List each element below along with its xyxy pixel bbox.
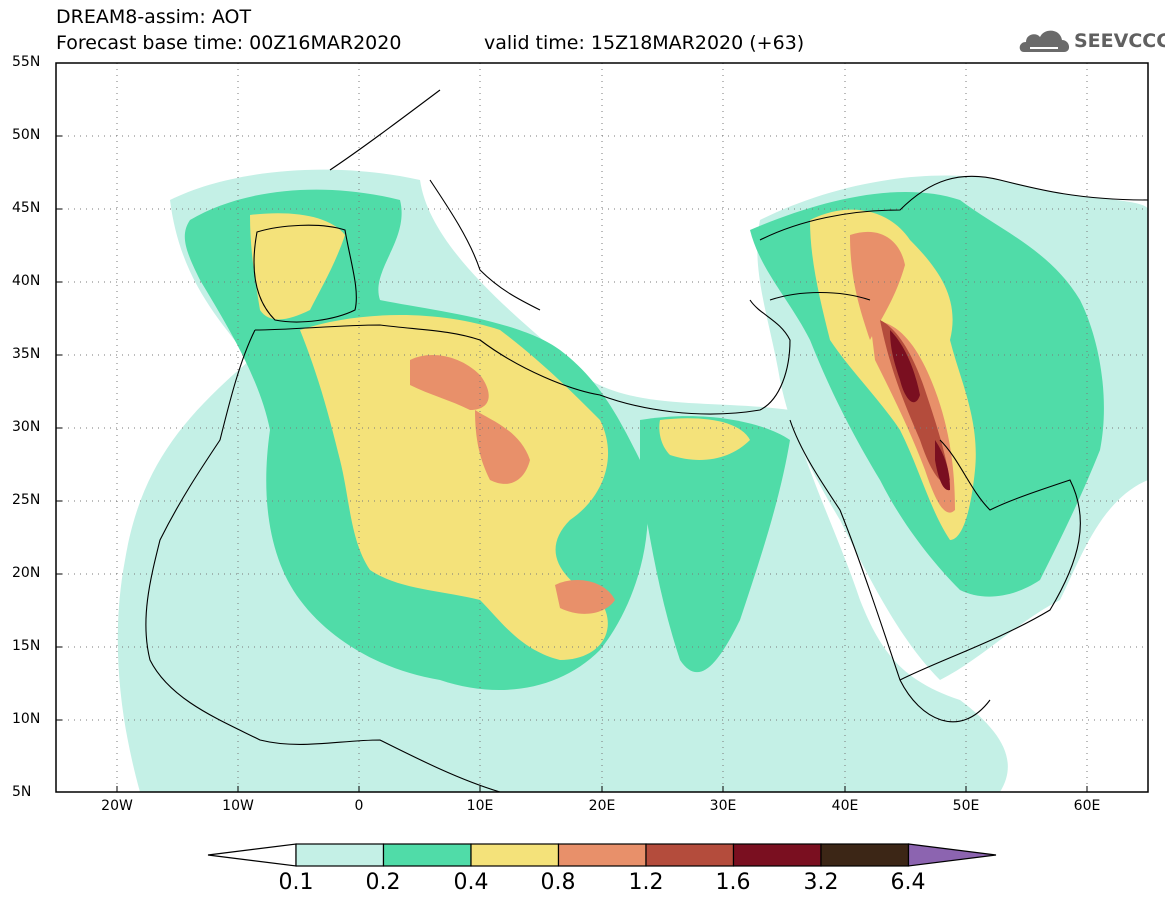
lat-label-20n: 20N bbox=[12, 565, 41, 581]
lon-label-40e: 40E bbox=[831, 798, 859, 814]
colorbar-label: 0.4 bbox=[453, 870, 489, 895]
colorbar-label: 1.6 bbox=[715, 870, 751, 895]
colorbar-label: 0.1 bbox=[278, 870, 314, 895]
colorbar-bin-6 bbox=[732, 843, 822, 867]
lon-label-10w: 10W bbox=[222, 798, 254, 814]
lat-label-35n: 35N bbox=[12, 346, 41, 362]
lon-label-20e: 20E bbox=[588, 798, 616, 814]
lat-label-50n: 50N bbox=[12, 127, 41, 143]
contour-1.6-iraq bbox=[890, 330, 920, 403]
lon-label-0: 0 bbox=[354, 798, 364, 814]
map-title: DREAM8-assim: AOT bbox=[56, 6, 252, 28]
lat-label-10n: 10N bbox=[12, 711, 41, 727]
contour-0.2-egypt bbox=[640, 416, 790, 673]
contour-0.4-egypt bbox=[659, 418, 750, 460]
contour-1.6-kuwait bbox=[935, 440, 950, 491]
lon-label-60e: 60E bbox=[1073, 798, 1101, 814]
lat-label-40n: 40N bbox=[12, 273, 41, 289]
colorbar-bin-2 bbox=[382, 843, 472, 867]
colorbar-bin-5 bbox=[645, 843, 735, 867]
lon-label-10e: 10E bbox=[466, 798, 494, 814]
contour-0.8-iraq bbox=[850, 231, 905, 340]
lon-label-50e: 50E bbox=[952, 798, 980, 814]
lat-label-5n: 5N bbox=[12, 784, 32, 800]
contour-0.8-sahara bbox=[410, 355, 489, 410]
colorbar-label: 1.2 bbox=[628, 870, 664, 895]
valid-time: valid time: 15Z18MAR2020 (+63) bbox=[484, 32, 805, 54]
colorbar-label: 0.8 bbox=[540, 870, 576, 895]
colorbar-under bbox=[207, 843, 297, 867]
logo-text: SEEVCCC bbox=[1074, 30, 1165, 52]
colorbar-label: 3.2 bbox=[803, 870, 839, 895]
graticule bbox=[56, 63, 1148, 792]
lat-label-15n: 15N bbox=[12, 638, 41, 654]
axis-ticks bbox=[56, 62, 1088, 792]
colorbar-over bbox=[907, 843, 997, 867]
aot-contours bbox=[56, 63, 1148, 792]
colorbar-label: 0.2 bbox=[365, 870, 401, 895]
colorbar-label: 6.4 bbox=[890, 870, 926, 895]
contour-0.4-iberia bbox=[250, 213, 345, 320]
colorbar bbox=[207, 843, 997, 867]
forecast-base-time: Forecast base time: 00Z16MAR2020 bbox=[56, 32, 402, 54]
lat-label-55n: 55N bbox=[12, 54, 41, 70]
coastlines bbox=[145, 89, 1148, 792]
lat-label-30n: 30N bbox=[12, 419, 41, 435]
lat-label-45n: 45N bbox=[12, 200, 41, 216]
lon-label-30e: 30E bbox=[709, 798, 737, 814]
colorbar-bin-1 bbox=[295, 843, 385, 867]
colorbar-bin-4 bbox=[557, 843, 647, 867]
colorbar-bin-7 bbox=[820, 843, 910, 867]
contour-0.4-sahara bbox=[300, 315, 609, 660]
lon-label-20w: 20W bbox=[101, 798, 133, 814]
contour-0.8-chad bbox=[555, 580, 615, 614]
colorbar-bin-3 bbox=[470, 843, 560, 867]
lat-label-25n: 25N bbox=[12, 492, 41, 508]
cloud-icon bbox=[1019, 30, 1070, 52]
